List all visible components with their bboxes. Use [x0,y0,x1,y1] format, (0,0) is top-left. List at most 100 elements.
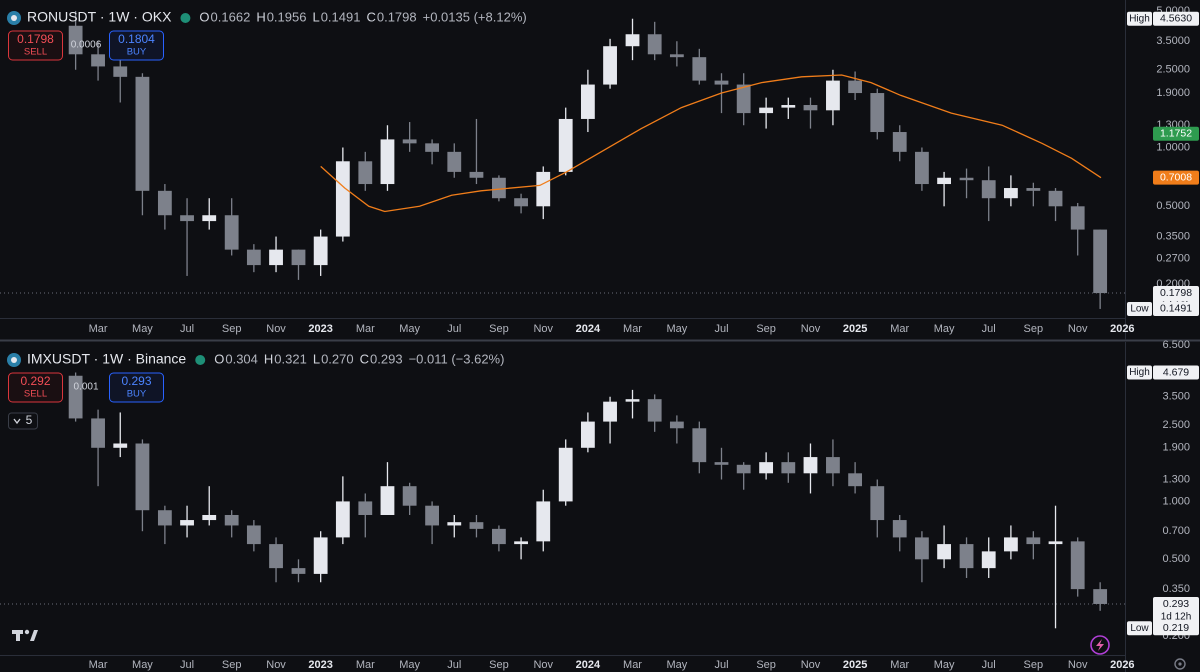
candle-body [1048,190,1063,207]
x-tick-label: May [399,323,420,335]
quote-key: H [264,351,273,366]
price-label-name-box [1127,11,1152,26]
bolt-icon[interactable] [1090,635,1110,655]
candle-body [514,541,528,545]
candle-body [313,537,328,574]
moving-average [320,74,1102,213]
x-tick-label: Sep [756,659,776,671]
x-tick-label: Jul [447,659,461,671]
sell-button[interactable] [8,30,63,61]
settings-icon[interactable] [1174,658,1186,670]
quote-value: 0.304 [225,351,258,366]
candle-body [1093,229,1108,294]
candle-body [781,462,796,474]
candle-body [870,93,885,133]
candle-body [1003,537,1018,552]
x-tick-label: 2026 [1110,323,1134,335]
candle-body [425,143,439,152]
candle-body [803,457,818,474]
quote-key: C [366,9,375,24]
candle-body [1003,188,1018,199]
candle-body [358,501,373,515]
candle-body [625,399,640,402]
candle-body [536,171,551,207]
x-tick-label: Mar [356,659,375,671]
candle-body [358,161,373,185]
price-label-name: High [1129,367,1150,378]
x-tick-label: Mar [890,323,909,335]
price-label-note: 1d 12h [1161,612,1192,623]
y-tick-label: 1.300 [1162,473,1190,485]
price-label: 0.7008 [1160,171,1192,183]
y-tick-label: 6.500 [1162,339,1190,351]
candle-body [647,399,662,422]
candle-body [870,486,885,521]
x-tick-label: Sep [222,659,242,671]
quote-value: 0.1662 [211,9,251,24]
candle-body [669,421,684,429]
quote-value: +0.0135 (+8.12%) [423,9,527,24]
candle-body [1070,206,1085,230]
candle-body [224,215,239,250]
buy-button[interactable] [109,372,164,403]
x-tick-label: Nov [1068,659,1088,671]
candle-body [603,46,617,85]
symbol-icon-inner [11,15,17,21]
candle-body [246,249,261,266]
candle-body [892,132,907,152]
y-tick-label: 5.0000 [1156,5,1190,17]
x-tick-label: 2023 [308,323,332,335]
y-tick-label: 0.5000 [1156,200,1190,212]
price-label-box [1153,170,1199,185]
candle-body [603,401,617,422]
candle-body [269,544,283,569]
price-label: 0.1798 [1160,287,1192,299]
price-label-box [1153,596,1199,625]
x-tick-label: Nov [266,323,286,335]
price-label-name-box [1127,365,1152,380]
candle-body [246,525,261,545]
chart-title: IMXUSDT · 1W · Binance [27,351,186,367]
x-tick-label: Sep [1024,323,1044,335]
price-label-box [1153,126,1199,141]
candle-body [335,501,350,538]
price-label-box [1153,365,1199,380]
sell-button[interactable] [8,372,63,403]
plot-area [0,10,1125,309]
y-tick-label: 1.0000 [1156,141,1190,153]
candle-body [68,375,83,419]
quote-key: O [199,9,209,24]
x-tick-label: Nov [1068,323,1088,335]
x-tick-label: May [399,659,420,671]
x-tick-label: Mar [89,323,108,335]
candle-body [692,57,707,81]
quote-value: 0.270 [321,351,354,366]
buy-button[interactable] [109,30,164,61]
candle-body [803,105,818,111]
price-label: 4.679 [1163,366,1189,378]
candle-body [380,486,395,515]
x-tick-label: Sep [489,659,509,671]
live-dot [180,13,191,23]
candle-body [157,190,172,216]
price-label: 0.1491 [1160,303,1192,315]
y-tick-label: 0.700 [1162,525,1190,537]
x-tick-label: Nov [533,659,553,671]
indicators-toggle[interactable] [8,412,38,430]
x-tick-label: May [666,659,687,671]
price-label: 1.1752 [1160,128,1192,140]
x-tick-label: Mar [890,659,909,671]
candle-body [959,177,974,181]
candle-body [68,25,83,55]
spread: 0.001 [73,382,98,393]
live-dot [195,355,206,365]
x-tick-label: May [934,659,955,671]
x-tick-label: May [934,323,955,335]
candle-body [759,107,774,114]
quote-key: H [256,9,265,24]
candle-body [113,66,128,77]
candle-body [915,537,929,560]
x-tick-label: 2023 [308,659,332,671]
candle-body [447,151,462,172]
